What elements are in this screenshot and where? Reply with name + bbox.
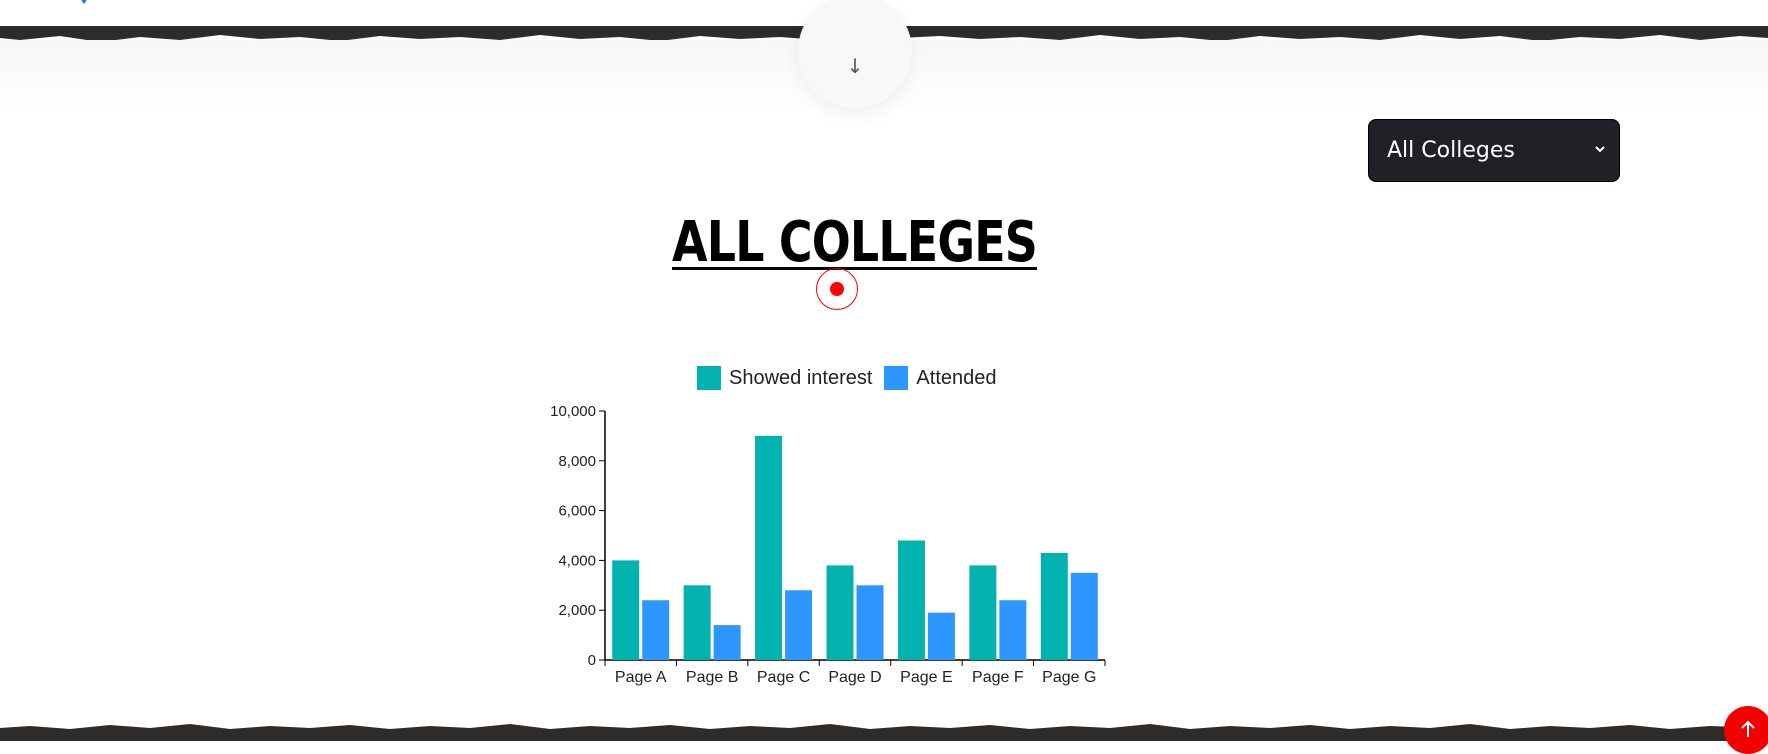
y-tick-label: 10,000: [550, 403, 596, 420]
legend-label-showed-interest: Showed interest: [729, 366, 873, 389]
page-title: ALL COLLEGES: [672, 210, 1039, 275]
bar-attended[interactable]: [785, 590, 813, 660]
x-tick-label: Page B: [686, 669, 738, 686]
legend-swatch-showed-interest: [697, 366, 721, 390]
y-tick-label: 2,000: [558, 602, 596, 619]
legend-label-attended: Attended: [916, 366, 997, 389]
bar-showed-interest[interactable]: [969, 565, 997, 660]
bar-showed-interest[interactable]: [826, 565, 854, 660]
legend-item-showed-interest[interactable]: Showed interest: [697, 366, 872, 390]
bar-showed-interest[interactable]: [897, 540, 925, 660]
arrow-down-icon: ↓: [846, 54, 864, 78]
college-select[interactable]: All Colleges: [1368, 119, 1620, 182]
y-tick-label: 6,000: [558, 503, 596, 520]
bar-attended[interactable]: [856, 585, 884, 660]
bar-showed-interest[interactable]: [755, 435, 783, 660]
bar-chart: 0 2,000 4,000 6,000 8,000 10,000 Page A Page B P…: [550, 403, 1106, 686]
y-tick-label: 0: [588, 652, 596, 669]
cursor-indicator: [816, 268, 858, 310]
y-tick-label: 4,000: [558, 552, 596, 569]
bar-attended[interactable]: [999, 600, 1027, 660]
chevron-down-icon: [1595, 146, 1605, 153]
x-tick-label: Page E: [900, 669, 952, 686]
torn-edge-bottom: [0, 724, 1768, 741]
logo-icon: [81, 0, 87, 4]
x-tick-label: Page C: [757, 669, 810, 686]
back-to-top-button[interactable]: [1724, 706, 1768, 754]
legend-item-attended[interactable]: Attended: [884, 366, 997, 390]
legend-swatch-attended: [884, 366, 909, 390]
x-tick-label: Page F: [972, 669, 1024, 686]
bar-attended[interactable]: [927, 612, 955, 660]
bar-showed-interest[interactable]: [1040, 552, 1068, 660]
arrow-up-icon: [1741, 720, 1755, 737]
bar-showed-interest[interactable]: [612, 560, 640, 660]
x-tick-label: Page G: [1042, 669, 1096, 686]
bar-showed-interest[interactable]: [683, 585, 711, 660]
y-tick-label: 8,000: [558, 453, 596, 470]
chart-legend: Showed interest Attended: [697, 366, 997, 390]
scroll-down-button[interactable]: ↓: [798, 0, 912, 108]
cursor-dot: [830, 282, 844, 296]
college-select-value: All Colleges: [1387, 138, 1515, 163]
bar-attended[interactable]: [713, 625, 741, 660]
x-tick-label: Page D: [828, 669, 881, 686]
x-tick-label: Page A: [615, 669, 667, 686]
bar-attended[interactable]: [642, 600, 670, 660]
bar-attended[interactable]: [1070, 572, 1098, 660]
